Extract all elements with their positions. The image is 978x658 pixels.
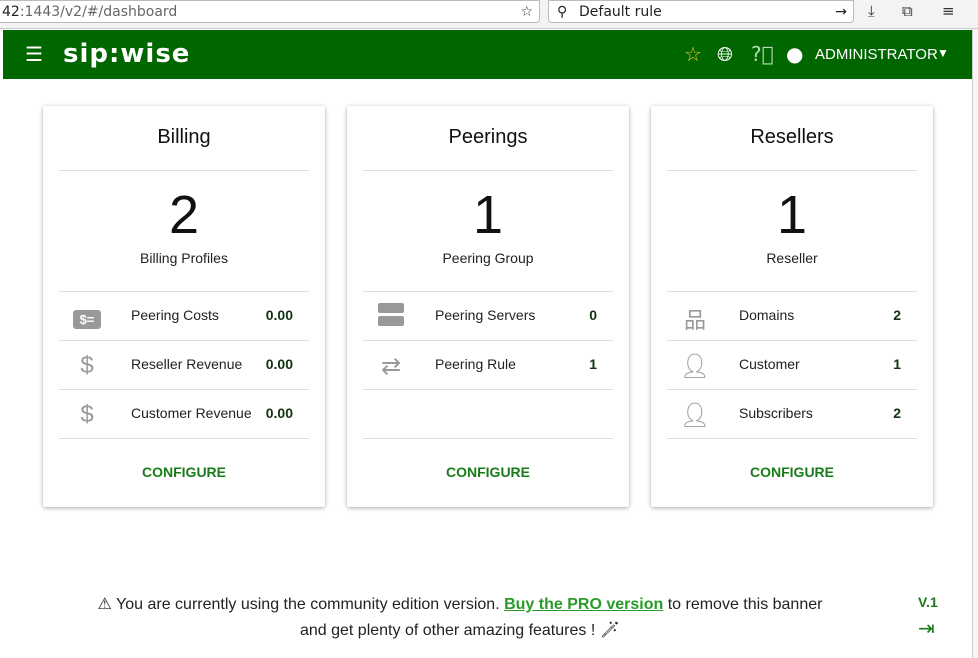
stat-row: $ Customer Revenue 0.00 [59, 389, 309, 438]
stat-row: 👤︎ Subscribers 2 [679, 402, 901, 429]
search-icon: ⚲ [557, 4, 568, 20]
card-count: 1 [776, 185, 808, 245]
card-title: Resellers [750, 126, 834, 148]
download-icon[interactable]: ⤓ [868, 2, 875, 20]
divider [667, 291, 917, 292]
stat-row: 👤︎ Customer 1 [679, 353, 901, 380]
divider [667, 340, 917, 341]
logo: sip:wise [63, 39, 191, 69]
divider [59, 438, 309, 439]
search-bar[interactable]: ⚲ Default rule → [548, 0, 854, 23]
divider [363, 389, 613, 390]
divider [667, 170, 917, 171]
card-title: Peerings [448, 126, 528, 148]
swap-icon: ⇄ [380, 353, 402, 380]
scrollbar[interactable] [972, 29, 978, 658]
person-icon: 👤︎ [679, 402, 711, 429]
card-count-label: Peering Group [442, 250, 534, 266]
card-peerings: Peerings 1 Peering Group Peering Servers… [347, 106, 629, 507]
address-bar[interactable]: 42:1443/v2/#/dashboard ☆ [0, 0, 540, 23]
card-resellers: Resellers 1 Reseller 品 Domains 2 👤︎ Customer… [651, 106, 933, 507]
divider [363, 170, 613, 171]
buy-pro-link[interactable]: Buy the PRO version [504, 596, 664, 613]
stat-row: ⇄ Peering Rule 1 [363, 340, 613, 389]
browser-toolbar: 42:1443/v2/#/dashboard ☆ ⚲ Default rule → ⤓… [0, 0, 978, 29]
version-label: V.1 [918, 594, 938, 610]
divider [59, 291, 309, 292]
warning-icon: ⚠ [97, 596, 112, 613]
card-count-label: Billing Profiles [140, 250, 228, 266]
favorite-star-icon[interactable]: ☆ [684, 42, 702, 66]
card-count: 2 [168, 185, 200, 245]
customer-icon: 👤︎ [679, 353, 711, 380]
go-arrow-icon[interactable]: → [835, 4, 847, 20]
community-banner: ⚠ You are currently using the community … [97, 596, 823, 639]
sitemap-icon: 品 [683, 308, 706, 333]
configure-button[interactable]: CONFIGURE [446, 464, 530, 480]
billing-card-icon: $= [71, 303, 103, 329]
divider [59, 170, 309, 171]
server-icon [375, 303, 407, 327]
hamburger-menu-icon[interactable]: ☰ [25, 44, 43, 66]
divider [667, 438, 917, 439]
configure-button[interactable]: CONFIGURE [750, 464, 834, 480]
browser-menu-icon[interactable]: ≡ [942, 2, 955, 20]
extensions-icon[interactable]: ⧉ [902, 2, 913, 20]
card-title: Billing [157, 126, 211, 148]
card-billing: Billing 2 Billing Profiles $= Peering Cos… [43, 106, 325, 507]
chevron-down-icon[interactable]: ▼ [937, 46, 949, 60]
dollar-icon: $ [80, 401, 94, 428]
configure-button[interactable]: CONFIGURE [142, 464, 226, 480]
account-icon[interactable]: ● [786, 42, 804, 66]
card-count: 1 [472, 185, 504, 245]
dollar-icon: $ [80, 352, 94, 379]
divider [363, 291, 613, 292]
divider [59, 340, 309, 341]
card-count-label: Reseller [766, 250, 818, 266]
user-menu[interactable]: ADMINISTRATOR [815, 46, 938, 63]
divider [667, 389, 917, 390]
stat-row: $= Peering Costs 0.00 [59, 291, 309, 340]
magic-wand-icon: 🪄︎ [599, 622, 621, 639]
bookmark-star-icon[interactable]: ☆ [520, 4, 533, 20]
logout-icon[interactable]: ⇥ [918, 616, 935, 640]
stat-row: 品 Domains 2 [667, 291, 917, 340]
divider [363, 438, 613, 439]
divider [363, 340, 613, 341]
language-globe-icon[interactable]: 🌐︎ [717, 42, 733, 66]
divider [59, 389, 309, 390]
stat-row: $ Reseller Revenue 0.00 [59, 340, 309, 389]
app-header: ☰ sip:wise ☆ 🌐︎ ?⃝ ● ADMINISTRATOR ▼ [3, 30, 972, 79]
stat-row: Peering Servers 0 [363, 291, 613, 340]
help-icon[interactable]: ?⃝ [751, 42, 774, 66]
